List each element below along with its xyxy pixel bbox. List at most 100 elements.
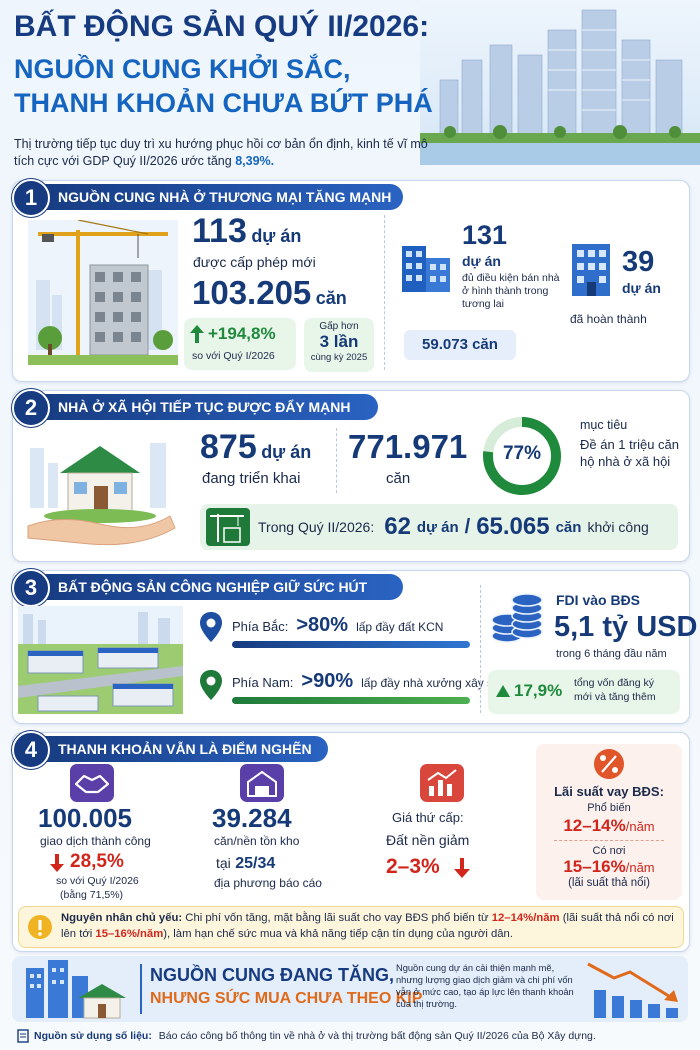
start-unit: dự án [416,518,459,536]
price-chart-icon [420,764,464,802]
source: Nguồn sử dụng số liệu: Báo cáo công bố t… [34,1030,596,1042]
fdi-growth-caption: tổng vốn đăng ký mới và tăng thêm [574,677,656,703]
intro: Thị trường tiếp tục duy trì xu hướng phụ… [14,136,444,170]
stat-value: 113 [192,212,247,250]
decline-chart-illustration [587,962,678,1018]
stat-unit: dự án [622,280,661,296]
fdi-label: FDI vào BĐS [556,592,641,608]
section-title: BẤT ĐỘNG SẢN CÔNG NGHIỆP GIỮ SỨC HÚT [32,574,403,600]
start-row: Trong Quý II/2026: 62 dự án / 65.065 căn… [258,504,649,550]
south-bar [232,697,470,704]
region-caption: lấp đầy đất KCN [356,620,444,634]
section-number: 1 [12,179,50,217]
construction-illustration [28,220,178,365]
growth-box: +194,8% so với Quý I/2026 [184,318,296,370]
stat-value: 131 [462,220,508,250]
interest-unit: /năm [625,860,655,875]
location-pin [200,612,222,642]
change-caption: so với Quý I/2026 [56,875,139,887]
growth-caption: so với Quý I/2026 [192,350,275,362]
section-number: 4 [12,731,50,769]
comparison-prefix: Gấp hơn [319,321,359,332]
locality-value: 25/34 [235,855,276,872]
region-label: Phía Bắc: [232,619,289,634]
conclusion-line: NHƯNG SỨC MUA CHƯA THEO KỊP [150,990,423,1007]
target-text: Đề án 1 triệu căn hộ nhà ở xã hội [580,437,680,469]
change-value: 28,5% [70,851,124,872]
cause-label: Nguyên nhân chủ yếu: [61,912,183,924]
stat-unit: căn [315,288,347,308]
interest-label: Lãi suất vay BĐS: [554,784,664,799]
divider [140,964,142,1014]
cause-text: (lãi suất thả nổi có nơi lên tới [61,912,674,940]
stat-value: 771.971 [348,428,468,465]
cause-highlight: 12–14%/năm [491,912,560,924]
section-number: 3 [12,569,50,607]
building-icon [402,246,450,292]
industrial-illustration [18,606,183,714]
start-units: 65.065 [476,513,550,540]
section-title: NHÀ Ở XÃ HỘI TIẾP TỤC ĐƯỢC ĐẨY MẠNH [32,394,378,420]
divider [384,215,385,370]
building-icon [572,244,610,296]
stat-row: 875 dự án [200,428,311,467]
percent-icon [594,749,624,779]
source-icon [17,1029,29,1043]
up-arrow [190,325,204,343]
stat-caption: đang triển khai [202,470,301,487]
secondary-label: Giá thứ cấp: [392,810,464,825]
eligible-units: 59.073 căn [404,330,516,360]
stat-caption: đã hoàn thành [570,312,647,326]
stat-row: 113 dự án [192,212,301,251]
subtitle-line: THANH KHOẢN CHƯA BỨT PHÁ [14,88,433,118]
down-arrow [454,858,470,878]
north-bar [232,641,470,648]
section-number: 2 [12,389,50,427]
stat-value: 100.005 [38,803,132,833]
interest-high-row: 15–16%/năm [536,857,682,877]
fdi-caption: trong 6 tháng đầu năm [556,648,667,660]
stat-caption: căn/nền tồn kho [214,834,300,848]
interest-common-row: 12–14%/năm [536,816,682,836]
stat-unit: dự án [462,253,501,269]
interest-unit: /năm [625,819,655,834]
interest-divider [554,840,664,841]
stat-caption: giao dịch thành công [40,834,151,848]
target-label: mục tiêu [580,418,628,432]
stat-unit: dự án [251,226,302,246]
conclusion-banner [12,956,688,1022]
warning-icon [28,915,52,939]
interest-box: Lãi suất vay BĐS: Phổ biến 12–14%/năm Có… [536,744,682,900]
section-title: NGUỒN CUNG NHÀ Ở THƯƠNG MẠI TĂNG MẠNH [32,184,403,210]
stat-caption: được cấp phép mới [193,254,316,270]
up-triangle [496,685,510,697]
interest-high-value: 15–16% [563,857,626,876]
warehouse-icon [240,764,284,802]
stat-unit: dự án [261,442,312,462]
cause-note: Nguyên nhân chủ yếu: Chi phí vốn tăng, m… [18,906,684,948]
location-pin [200,670,222,700]
comparison-box: Gấp hơn 3 lần cùng kỳ 2025 [304,318,374,372]
conclusion-text: Nguồn cung dự án cải thiện mạnh mẽ, nhưn… [396,963,574,1009]
fdi-growth-value: 17,9% [514,681,563,700]
secondary-caption: Đất nền giảm [386,832,470,848]
region-label: Phía Nam: [232,675,294,690]
coins-icon [491,593,543,643]
growth-value: +194,8% [208,324,276,343]
interest-common-label: Phổ biến [587,802,631,814]
secondary-value: 2–3% [386,855,440,878]
cause-text: Nguyên nhân chủ yếu: Chi phí vốn tăng, m… [61,910,676,942]
region-caption: lấp đầy nhà xưởng xây sẵn [361,676,507,690]
locality-row: tại 25/34 [216,855,275,873]
stat-value: 39.284 [212,803,292,833]
handshake-icon [70,764,114,802]
stat-row: 103.205 căn [192,274,347,312]
conclusion-line: NGUỒN CUNG ĐANG TĂNG, [150,965,394,985]
north-row: Phía Bắc: >80% lấp đầy đất KCN [232,614,443,637]
region-value: >90% [301,670,354,692]
house-hand-illustration [27,443,176,546]
skyline-illustration [420,0,700,165]
ring-label: 77% [502,443,542,464]
stat-unit: căn [386,470,411,487]
